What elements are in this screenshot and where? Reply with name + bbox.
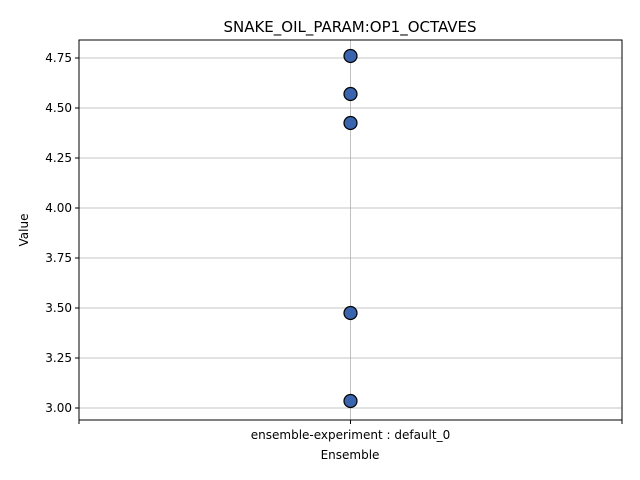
y-tick-label: 3.75 [45, 251, 72, 265]
data-point [343, 305, 358, 321]
y-tick-label: 3.50 [45, 301, 72, 315]
grid-lines [79, 40, 622, 420]
y-tick-label: 3.00 [45, 401, 72, 415]
data-point [343, 393, 358, 409]
y-axis: 3.00 3.25 3.50 3.75 4.00 4.25 4.50 4.75 [45, 51, 79, 415]
chart-title: SNAKE_OIL_PARAM:OP1_OCTAVES [223, 18, 476, 37]
y-tick-label: 4.75 [45, 51, 72, 65]
y-axis-title: Value [17, 214, 31, 247]
y-tick-label: 3.25 [45, 351, 72, 365]
x-tick-label: ensemble-experiment : default_0 [251, 428, 450, 442]
x-axis: ensemble-experiment : default_0 [78, 420, 623, 442]
x-axis-title: Ensemble [321, 448, 380, 462]
data-points [343, 48, 358, 409]
y-tick-label: 4.25 [45, 151, 72, 165]
data-point [343, 115, 358, 131]
data-point [343, 48, 358, 64]
data-point [343, 86, 358, 102]
y-tick-label: 4.50 [45, 101, 72, 115]
y-tick-label: 4.00 [45, 201, 72, 215]
